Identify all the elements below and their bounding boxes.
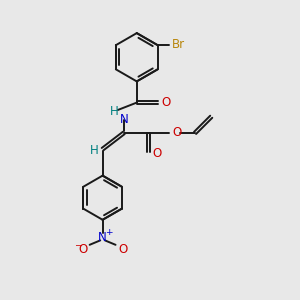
Text: N: N <box>98 231 107 244</box>
Text: O: O <box>162 96 171 109</box>
Text: −: − <box>74 240 82 249</box>
Text: O: O <box>152 147 162 160</box>
Text: O: O <box>78 243 87 256</box>
Text: O: O <box>118 243 127 256</box>
Text: H: H <box>110 105 119 118</box>
Text: N: N <box>119 112 128 126</box>
Text: +: + <box>105 228 112 237</box>
Text: Br: Br <box>172 38 185 51</box>
Text: O: O <box>172 126 182 140</box>
Text: H: H <box>90 144 99 157</box>
